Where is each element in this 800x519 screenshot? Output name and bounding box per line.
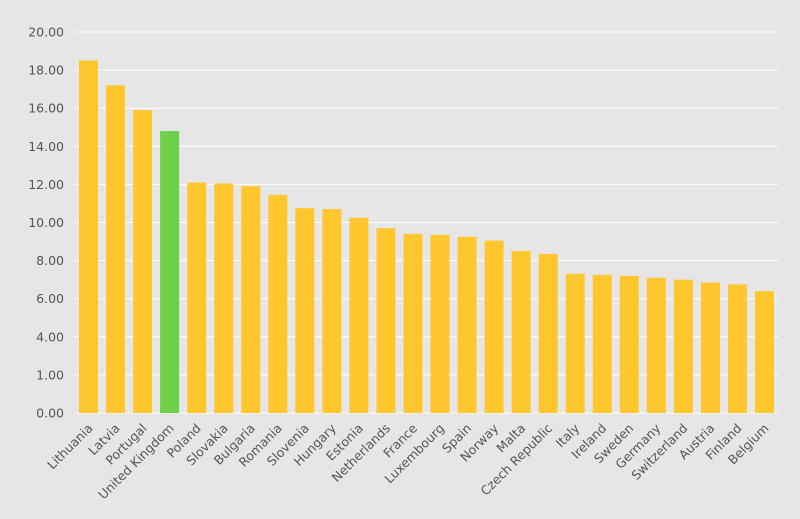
y-tick-label: 1.00	[36, 367, 64, 382]
bars	[79, 60, 774, 413]
y-tick-label: 16.00	[28, 101, 64, 116]
bar-united-kingdom	[160, 131, 180, 413]
bar-romania	[268, 194, 288, 413]
bar-portugal	[133, 110, 153, 413]
bar-poland	[187, 182, 207, 413]
y-axis-ticks: 0.00 1.00 4.00 6.00 8.00 10.00 12.00 14.00 16.00…	[28, 25, 64, 421]
bar-czech-republic	[538, 253, 558, 413]
bar-netherlands	[376, 228, 396, 413]
bar-slovakia	[214, 183, 234, 413]
bar-estonia	[349, 217, 369, 413]
bar-slovenia	[295, 208, 315, 413]
bar-belgium	[754, 291, 774, 413]
bar-finland	[727, 284, 747, 413]
bar-hungary	[322, 209, 342, 413]
y-tick-label: 4.00	[36, 329, 64, 344]
y-tick-label: 18.00	[28, 63, 64, 78]
y-tick-label: 6.00	[36, 291, 64, 306]
y-tick-label: 20.00	[28, 25, 64, 40]
bar-sweden	[619, 275, 639, 413]
bar-france	[403, 233, 423, 413]
y-tick-label: 0.00	[36, 406, 64, 421]
y-tick-label: 12.00	[28, 177, 64, 192]
y-tick-label: 10.00	[28, 215, 64, 230]
bar-bulgaria	[241, 186, 261, 413]
bar-luxembourg	[430, 234, 450, 413]
bar-malta	[511, 251, 531, 413]
bar-switzerland	[673, 279, 693, 413]
y-tick-label: 8.00	[36, 253, 64, 268]
bar-austria	[700, 282, 720, 413]
grid-lines	[75, 31, 778, 414]
bar-spain	[457, 236, 477, 413]
y-tick-label: 14.00	[28, 139, 64, 154]
bar-germany	[646, 277, 666, 413]
bar-italy	[565, 273, 585, 413]
bar-ireland	[592, 274, 612, 413]
bar-latvia	[106, 85, 126, 413]
bar-norway	[484, 240, 504, 413]
bar-lithuania	[79, 60, 99, 413]
